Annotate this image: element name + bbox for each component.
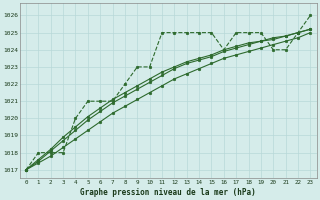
X-axis label: Graphe pression niveau de la mer (hPa): Graphe pression niveau de la mer (hPa) [80,188,256,197]
